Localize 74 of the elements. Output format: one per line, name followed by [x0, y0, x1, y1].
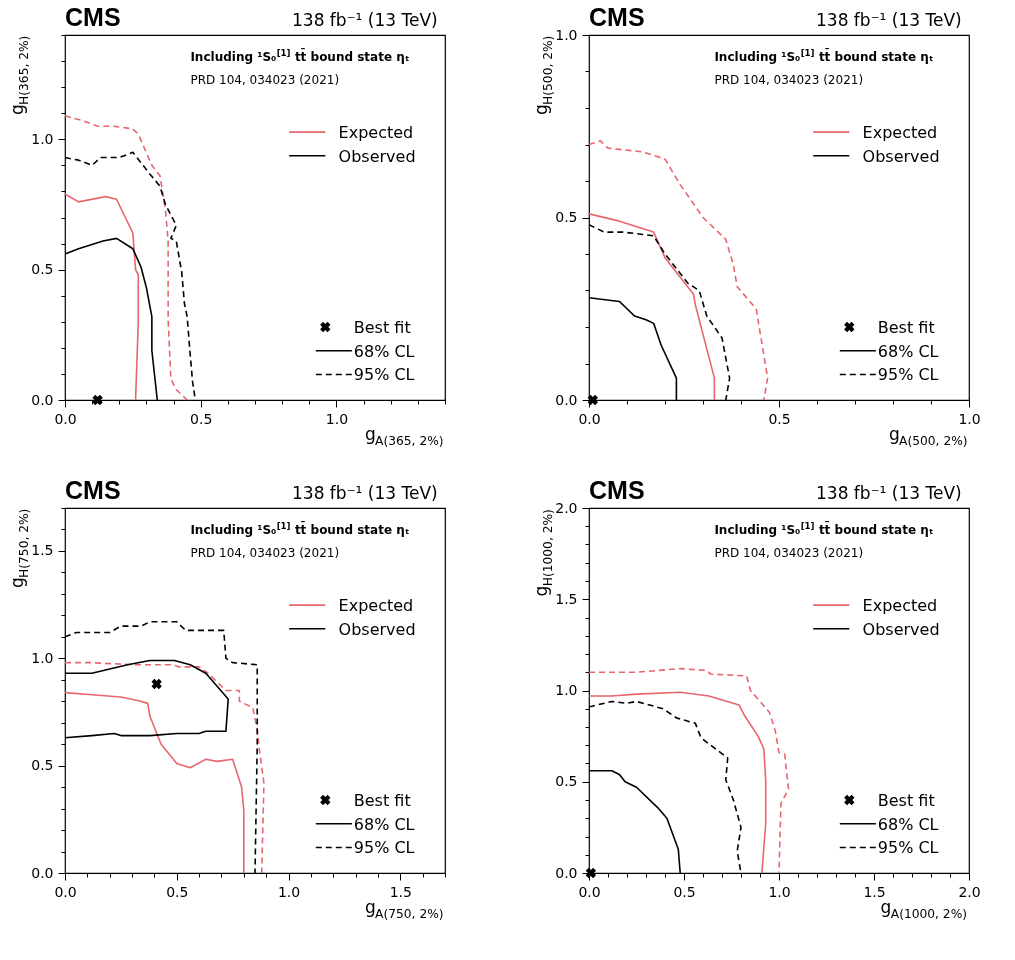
legend-label: Observed — [862, 146, 940, 166]
x-tick-label: 1.0 — [277, 883, 301, 900]
x-tick-label: 1.0 — [768, 883, 791, 900]
annotation: 95% CL — [877, 365, 939, 385]
y-tick-label: 0.0 — [31, 864, 54, 881]
annotation: 68% CL — [877, 814, 939, 834]
chart-subtitle: 138 fb⁻¹ (13 TeV) — [816, 10, 962, 30]
y-axis-title: gH(1000, 2%) — [531, 509, 556, 597]
y-tick-label: 1.0 — [555, 26, 578, 43]
y-axis-title: gH(500, 2%) — [531, 35, 556, 116]
y-tick-label: 0.5 — [555, 209, 578, 225]
x-tick-label: 0.0 — [54, 410, 77, 427]
annotation: 95% CL — [353, 838, 415, 858]
annotation: 95% CL — [877, 838, 939, 858]
legend-label: Expected — [338, 596, 414, 616]
y-tick-label: 0.0 — [555, 391, 578, 408]
line-series — [64, 115, 188, 401]
annotation: PRD 104, 034023 (2021) — [190, 73, 340, 88]
legend-label: Best fit — [353, 791, 411, 810]
line-series — [588, 667, 790, 874]
line-series — [64, 691, 245, 874]
y-tick-label: 1.0 — [31, 649, 54, 666]
legend-label: Expected — [338, 123, 414, 143]
y-tick-label: 1.0 — [555, 682, 578, 698]
y-tick-label: 0.5 — [31, 261, 54, 278]
x-tick-label: 1.0 — [325, 410, 349, 427]
legend-label: Expected — [862, 596, 938, 616]
legend-label: Best fit — [353, 318, 411, 337]
annotation: PRD 104, 034023 (2021) — [714, 73, 864, 88]
legend-label: Best fit — [877, 791, 935, 810]
annotation: 68% CL — [353, 814, 415, 834]
chart-title: CMS — [65, 476, 121, 504]
line-series — [64, 661, 265, 874]
y-tick-label: 0.0 — [31, 391, 54, 408]
annotation: 95% CL — [353, 365, 415, 385]
legend-label: Observed — [338, 619, 416, 639]
x-tick-label: 0.5 — [190, 410, 213, 427]
y-tick-label: 0.0 — [555, 864, 578, 881]
chart-subtitle: 138 fb⁻¹ (13 TeV) — [816, 483, 962, 503]
y-axis-title: gH(750, 2%) — [7, 508, 32, 589]
annotation: 68% CL — [353, 341, 415, 361]
y-tick-label: 1.5 — [555, 590, 578, 607]
y-tick-label: 0.5 — [31, 757, 54, 774]
x-tick-label: 1.5 — [389, 883, 412, 900]
y-axis-title: gH(365, 2%) — [7, 35, 32, 116]
y-tick-label: 0.5 — [555, 773, 578, 790]
chart-subtitle: 138 fb⁻¹ (13 TeV) — [292, 483, 438, 503]
y-tick-label: 1.5 — [31, 542, 54, 559]
legend-label: Expected — [862, 123, 938, 143]
annotation: 68% CL — [877, 341, 939, 361]
x-tick-label: 2.0 — [958, 883, 981, 900]
y-tick-label: 2.0 — [555, 499, 578, 516]
line-series — [588, 140, 769, 401]
y-tick-label: 1.0 — [31, 130, 54, 147]
line-series — [64, 193, 140, 401]
x-tick-label: 0.0 — [578, 883, 601, 900]
annotation: PRD 104, 034023 (2021) — [714, 546, 864, 561]
chart-title: CMS — [65, 3, 121, 31]
x-tick-label: 0.5 — [166, 883, 189, 900]
x-tick-label: 0.0 — [54, 883, 77, 900]
x-tick-label: 1.0 — [958, 410, 981, 427]
legend-label: Observed — [862, 619, 940, 639]
line-series — [588, 691, 767, 874]
legend-label: Observed — [338, 146, 416, 166]
annotation: PRD 104, 034023 (2021) — [190, 546, 340, 561]
x-tick-label: 0.5 — [673, 883, 696, 900]
chart-title: CMS — [589, 3, 645, 31]
chart-title: CMS — [589, 476, 645, 504]
x-tick-label: 0.0 — [578, 410, 601, 427]
x-tick-label: 1.5 — [863, 883, 886, 900]
chart-subtitle: 138 fb⁻¹ (13 TeV) — [292, 10, 438, 30]
legend-label: Best fit — [877, 318, 935, 337]
line-series — [588, 213, 716, 401]
x-tick-label: 0.5 — [768, 410, 791, 427]
